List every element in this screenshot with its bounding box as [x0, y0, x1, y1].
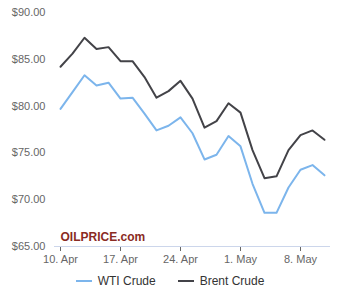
- svg-text:$80.00: $80.00: [12, 100, 46, 112]
- svg-text:OILPRICE.com: OILPRICE.com: [61, 230, 146, 244]
- svg-text:$75.00: $75.00: [12, 146, 46, 158]
- svg-text:$90.00: $90.00: [12, 6, 46, 18]
- svg-text:$70.00: $70.00: [12, 193, 46, 205]
- svg-text:$85.00: $85.00: [12, 53, 46, 65]
- html-text:WTI Crude: WTI Crude: [97, 274, 156, 288]
- svg-text:1. May: 1. May: [224, 253, 258, 265]
- svg-text:8. May: 8. May: [284, 253, 318, 265]
- svg-text:17. Apr: 17. Apr: [103, 253, 138, 265]
- svg-text:$65.00: $65.00: [12, 240, 46, 252]
- svg-text:24. Apr: 24. Apr: [163, 253, 198, 265]
- html-text:Brent Crude: Brent Crude: [199, 274, 265, 288]
- svg-text:10. Apr: 10. Apr: [43, 253, 78, 265]
